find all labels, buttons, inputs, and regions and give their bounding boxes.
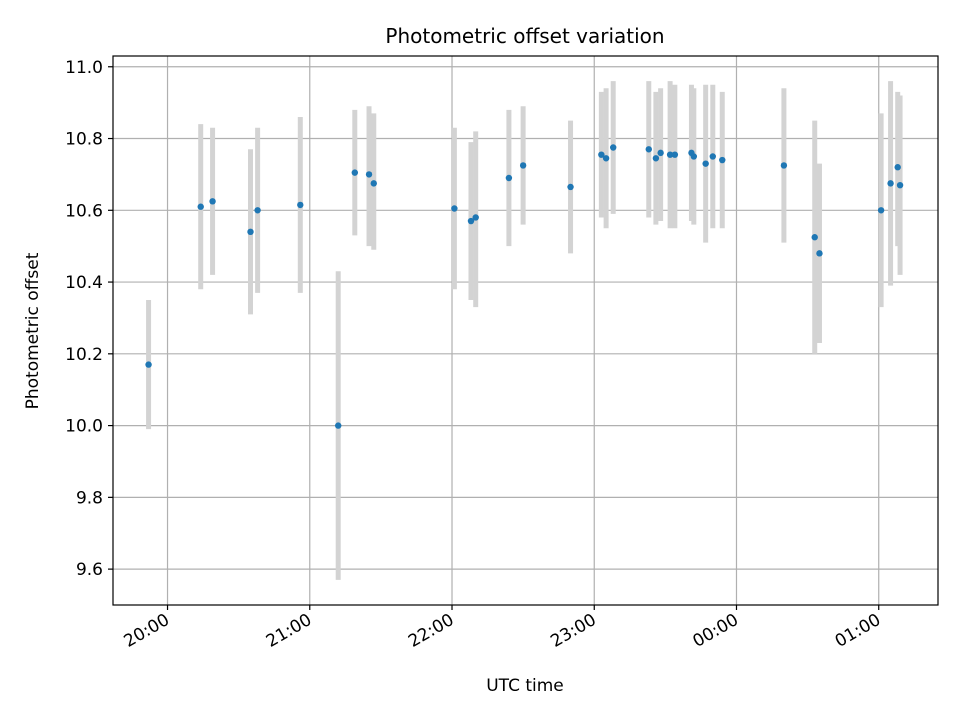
y-tick-label: 10.4 [65, 273, 103, 293]
data-point [365, 171, 373, 178]
data-point [811, 234, 818, 241]
data-point [894, 164, 901, 171]
chart-title: Photometric offset variation [385, 24, 664, 48]
data-point [472, 214, 479, 221]
y-tick-label: 10.2 [65, 345, 103, 365]
data-point [351, 169, 359, 176]
data-point [335, 422, 342, 429]
data-point [671, 151, 679, 158]
y-axis-title: Photometric offset [23, 252, 43, 409]
data-point [247, 228, 254, 236]
data-point [254, 207, 261, 214]
y-tick-label: 10.6 [65, 201, 103, 221]
y-tick-label: 10.8 [65, 130, 103, 150]
data-point [877, 207, 885, 214]
data-point [602, 155, 610, 162]
data-point [780, 162, 788, 169]
data-point [519, 162, 527, 169]
x-axis-title: UTC time [486, 676, 564, 696]
data-point [145, 361, 152, 368]
data-point [887, 180, 894, 187]
data-point [467, 217, 475, 225]
data-point [610, 144, 617, 151]
data-point [652, 155, 660, 162]
data-point [645, 146, 652, 153]
data-point [657, 149, 664, 157]
plot-frame [112, 55, 939, 606]
y-tick-label: 9.6 [76, 560, 103, 580]
data-point [719, 156, 726, 164]
data-point [451, 205, 458, 212]
data-point [370, 180, 377, 187]
y-tick-label: 11.0 [65, 58, 103, 78]
data-point [598, 151, 605, 158]
data-points [145, 144, 904, 429]
data-point [709, 153, 716, 160]
data-point [567, 183, 574, 191]
data-point [702, 160, 709, 167]
data-point [690, 153, 698, 160]
data-point [297, 201, 304, 209]
data-point [896, 181, 904, 189]
data-point [197, 203, 204, 210]
data-point [816, 250, 823, 257]
data-point [209, 198, 216, 205]
y-tick-label: 9.8 [76, 488, 103, 508]
data-point [505, 174, 513, 182]
data-point [666, 151, 674, 158]
y-tick-label: 10.0 [65, 417, 103, 437]
